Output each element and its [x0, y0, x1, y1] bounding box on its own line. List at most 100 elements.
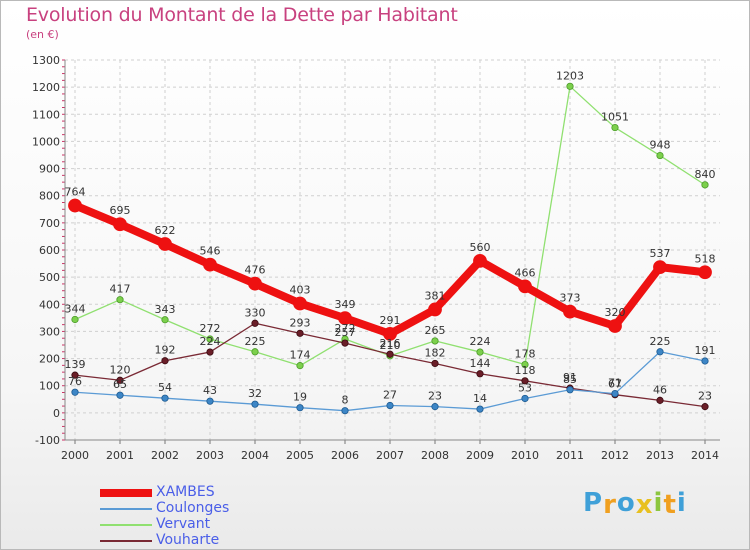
data-label-coulonges: 43 [203, 384, 217, 397]
data-point-vouharte [521, 377, 529, 385]
data-label-coulonges: 32 [248, 387, 262, 400]
data-label-xambes: 622 [155, 224, 176, 237]
data-point-coulonges [701, 357, 709, 365]
data-point-vouharte [71, 371, 79, 379]
data-point-vouharte [386, 350, 394, 358]
data-label-vervant: 344 [65, 302, 86, 315]
data-label-coulonges: 8 [342, 394, 349, 407]
data-label-coulonges: 27 [383, 389, 397, 402]
y-tick-label: 900 [39, 163, 60, 176]
legend-label: Vouharte [156, 532, 220, 548]
data-label-coulonges: 225 [650, 335, 671, 348]
logo-letter: o [616, 488, 636, 518]
data-point-xambes [158, 237, 172, 251]
y-tick-label: 400 [39, 298, 60, 311]
data-point-vouharte [476, 370, 484, 378]
data-point-coulonges [296, 404, 304, 412]
data-label-vouharte: 293 [290, 316, 311, 329]
data-point-vervant [251, 348, 259, 356]
legend-label: Vervant [156, 516, 211, 532]
data-label-coulonges: 71 [608, 377, 622, 390]
data-point-vouharte [656, 396, 664, 404]
legend-item-vouharte: Vouharte [100, 533, 300, 549]
y-tick-label: 1000 [32, 135, 60, 148]
data-label-vervant: 417 [110, 283, 131, 296]
y-tick-label: 800 [39, 190, 60, 203]
data-label-vouharte: 182 [425, 346, 446, 359]
data-point-vervant [116, 296, 124, 304]
x-tick-label: 2014 [691, 449, 719, 462]
legend-swatch [100, 489, 152, 497]
data-point-vervant [701, 181, 709, 189]
legend-swatch [100, 524, 152, 526]
data-label-vouharte: 216 [380, 337, 401, 350]
data-point-vervant [656, 151, 664, 160]
data-label-xambes: 476 [245, 264, 266, 277]
data-point-vervant [566, 82, 574, 90]
data-point-coulonges [431, 403, 439, 411]
logo-letter: P [583, 488, 604, 518]
proxiti-logo: Proxiti [583, 488, 687, 520]
data-point-vouharte [161, 357, 169, 365]
data-label-xambes: 695 [110, 204, 131, 217]
data-label-vouharte: 120 [110, 363, 131, 376]
data-label-vouharte: 67 [608, 378, 622, 391]
data-point-xambes [653, 260, 667, 275]
data-point-vervant [476, 348, 484, 356]
data-point-xambes [248, 276, 262, 291]
data-label-coulonges: 23 [428, 390, 442, 403]
data-point-xambes [68, 198, 82, 213]
data-label-vouharte: 144 [470, 357, 491, 370]
logo-letter: r [603, 490, 617, 520]
data-label-vouharte: 330 [245, 306, 266, 319]
data-label-coulonges: 76 [68, 375, 82, 388]
data-point-coulonges [161, 394, 169, 402]
data-label-xambes: 291 [380, 314, 401, 327]
data-point-vervant [206, 335, 214, 343]
x-tick-label: 2005 [286, 449, 314, 462]
y-tick-label: 1200 [32, 81, 60, 94]
data-label-xambes: 466 [515, 266, 536, 279]
x-tick-label: 2001 [106, 449, 134, 462]
data-point-vouharte [701, 403, 709, 411]
chart-subtitle: (en €) [26, 28, 59, 41]
data-point-xambes [293, 296, 307, 311]
data-label-vouharte: 257 [335, 326, 356, 339]
data-point-xambes [428, 302, 442, 317]
data-point-vervant [611, 123, 619, 132]
data-point-vervant [71, 315, 79, 324]
data-point-coulonges [386, 401, 394, 410]
data-label-xambes: 518 [695, 252, 716, 265]
data-point-vouharte [431, 359, 439, 368]
data-point-coulonges [611, 389, 619, 398]
data-label-coulonges: 53 [518, 381, 532, 394]
data-point-xambes [608, 319, 622, 333]
x-tick-label: 2013 [646, 449, 674, 462]
y-tick-label: 200 [39, 353, 60, 366]
data-label-vervant: 1203 [556, 69, 584, 82]
x-tick-label: 2008 [421, 449, 449, 462]
x-tick-label: 2003 [196, 449, 224, 462]
data-point-coulonges [341, 407, 349, 415]
data-label-xambes: 320 [605, 306, 626, 319]
logo-letter: i [676, 488, 687, 518]
logo-letter: i [653, 488, 664, 518]
legend-item-xambes: XAMBES [100, 485, 300, 501]
logo-letter: x [635, 490, 654, 520]
data-point-vouharte [251, 319, 259, 327]
data-label-xambes: 764 [65, 185, 86, 198]
legend-swatch [100, 540, 152, 542]
data-label-xambes: 560 [470, 241, 491, 254]
data-point-coulonges [251, 400, 259, 408]
data-label-vouharte: 192 [155, 344, 176, 357]
y-tick-label: 1100 [32, 108, 60, 121]
data-label-vervant: 225 [245, 335, 266, 348]
data-label-coulonges: 54 [158, 381, 172, 394]
y-tick-label: 700 [39, 217, 60, 230]
x-tick-label: 2007 [376, 449, 404, 462]
data-label-vervant: 174 [290, 349, 311, 362]
data-point-coulonges [656, 348, 664, 356]
data-point-xambes [518, 279, 532, 294]
data-point-coulonges [116, 391, 124, 399]
